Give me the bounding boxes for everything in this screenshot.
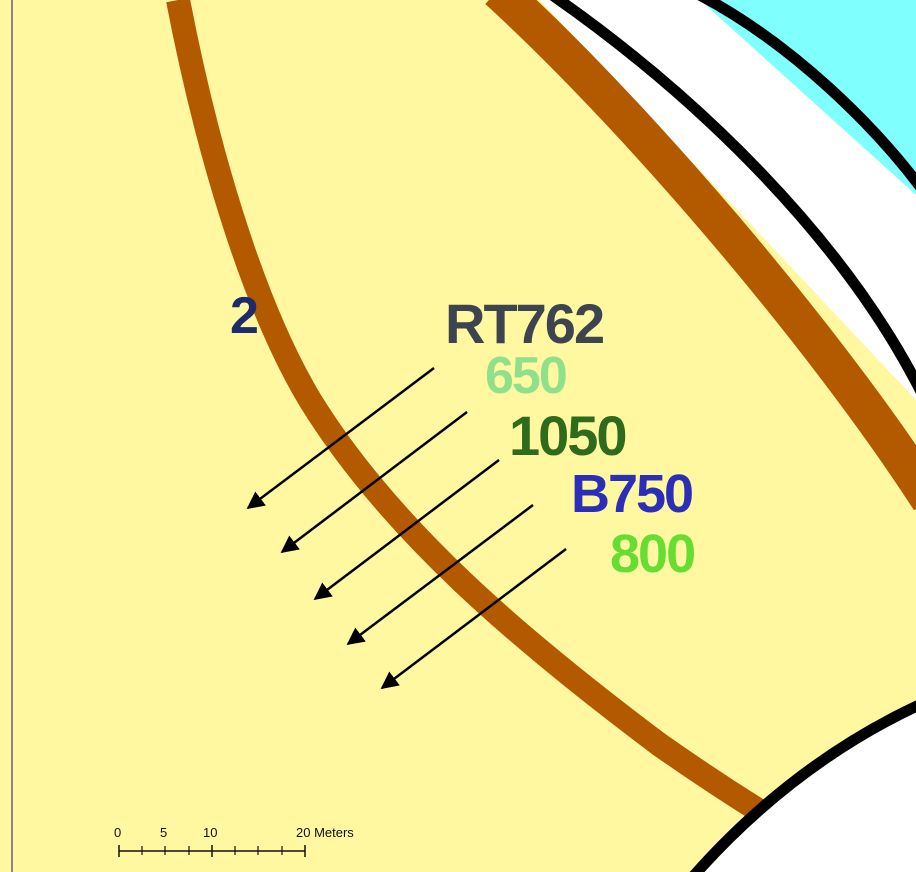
direction-arrow (313, 459, 500, 601)
road-edge-upper-inner (549, 0, 916, 394)
arrow-group (246, 367, 567, 690)
scale-label-10: 10 (203, 825, 217, 840)
road-edge-upper-outer (697, 0, 916, 191)
scale-bar: 0 5 10 20 Meters (114, 825, 354, 857)
scale-label-20-meters: 20 Meters (296, 825, 354, 840)
direction-arrow (246, 367, 435, 510)
brown-band-wide (485, 0, 916, 511)
route-label: RT762 (445, 292, 603, 355)
road-corridor-lower (697, 706, 916, 872)
direction-arrow (380, 548, 567, 690)
series-label-650: 650 (485, 347, 566, 405)
series-label-800: 800 (610, 524, 694, 584)
direction-arrow (280, 411, 468, 554)
series-label-1050: 1050 (509, 404, 626, 467)
series-label-b750: B750 (571, 464, 692, 524)
segment-id-label: 2 (230, 287, 257, 345)
scale-label-0: 0 (114, 825, 121, 840)
road-edge-lower (689, 700, 916, 872)
direction-arrow (346, 504, 534, 646)
scale-label-5: 5 (160, 825, 167, 840)
